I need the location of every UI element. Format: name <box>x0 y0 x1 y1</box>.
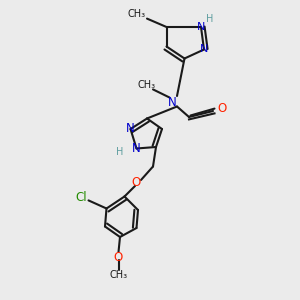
Text: O: O <box>114 251 123 264</box>
Text: O: O <box>132 176 141 190</box>
Text: N: N <box>168 95 177 109</box>
Text: CH₃: CH₃ <box>128 9 146 20</box>
Text: CH₃: CH₃ <box>138 80 156 91</box>
Text: H: H <box>116 147 124 158</box>
Text: CH₃: CH₃ <box>110 269 128 280</box>
Text: N: N <box>126 122 135 136</box>
Text: H: H <box>206 14 214 24</box>
Text: N: N <box>197 22 205 32</box>
Text: N: N <box>200 44 208 55</box>
Text: N: N <box>132 142 141 155</box>
Text: Cl: Cl <box>75 191 87 204</box>
Text: O: O <box>218 101 226 115</box>
